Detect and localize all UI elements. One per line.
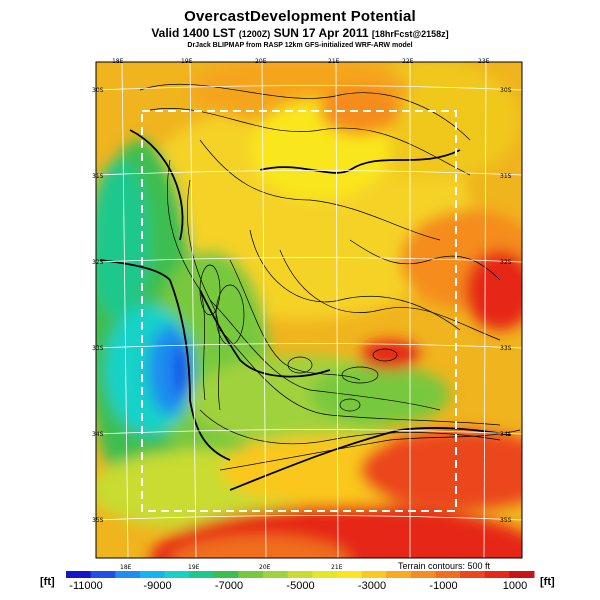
forecast-tag: [18hrFcst@2158z] xyxy=(371,29,449,39)
colorbar-tick-label: -7000 xyxy=(214,580,244,592)
lat-left-label: 32S xyxy=(92,259,104,266)
inner-domain-box xyxy=(141,110,457,512)
colorbar-unit-left: [ft] xyxy=(40,576,55,588)
coastline-and-ridges xyxy=(99,129,511,491)
zulu-time: (1200Z) xyxy=(238,29,271,39)
valid-date: SUN 17 Apr 2011 xyxy=(273,26,369,40)
colorbar xyxy=(66,571,535,578)
lat-left-label: 34S xyxy=(92,431,104,438)
lat-right-label: 31S xyxy=(500,173,512,180)
lat-left-label: 33S xyxy=(92,345,104,352)
lat-left-label: 30S xyxy=(92,87,104,94)
lon-top-label: 21E xyxy=(328,58,340,65)
colorbar-swatch xyxy=(90,571,116,578)
colorbar-swatch xyxy=(263,571,289,578)
colorbar-tick-label: -3000 xyxy=(357,580,387,592)
lat-right-label: 34S xyxy=(500,431,512,438)
lat-right-labels: 30S 31S 32S 33S 34S 35S xyxy=(500,87,512,524)
colorbar-swatch xyxy=(484,571,510,578)
colorbar-swatch xyxy=(460,571,486,578)
colorbar-swatch xyxy=(238,571,264,578)
colorbar-tick-label: -11000 xyxy=(69,580,103,592)
colorbar-swatch xyxy=(189,571,215,578)
lat-right-label: 35S xyxy=(500,517,512,524)
colorbar-swatch xyxy=(287,571,313,578)
colorbar-swatch xyxy=(66,571,92,578)
map-frame xyxy=(95,61,523,559)
colorbar-unit-right: [ft] xyxy=(540,576,555,588)
lat-left-label: 31S xyxy=(92,173,104,180)
lat-left-labels: 30S 31S 32S 33S 34S 35S xyxy=(92,87,104,524)
valid-time: Valid 1400 LST xyxy=(151,26,236,40)
lon-top-label: 22E xyxy=(402,58,414,65)
lat-right-label: 32S xyxy=(500,259,512,266)
page-title: OvercastDevelopment Potential xyxy=(184,8,416,25)
colorbar-swatch xyxy=(115,571,141,578)
lon-top-label: 23E xyxy=(478,58,490,65)
lon-bottom-label: 20E xyxy=(259,564,271,571)
colorbar-swatch xyxy=(386,571,412,578)
lat-right-label: 30S xyxy=(500,87,512,94)
colorbar-swatch xyxy=(435,571,461,578)
map-field xyxy=(96,62,522,558)
lon-bottom-label: 18E xyxy=(120,564,132,571)
colorbar-swatch xyxy=(164,571,190,578)
lon-bottom-labels: 18E 19E 20E 21E xyxy=(120,564,343,571)
colorbar-tick-label: -5000 xyxy=(286,580,315,592)
colorbar-tick-label: 1000 xyxy=(502,580,528,592)
colorbar-swatch xyxy=(213,571,239,578)
terrain-contours xyxy=(139,83,521,471)
colorbar-swatch xyxy=(312,571,338,578)
lon-top-label: 20E xyxy=(255,58,267,65)
colorbar-tick-label: -9000 xyxy=(143,580,172,592)
colorbar-swatch xyxy=(336,571,363,578)
terrain-contour-note: Terrain contours: 500 ft xyxy=(398,561,491,571)
colorbar-tick-label: -1000 xyxy=(429,580,458,592)
lon-top-label: 19E xyxy=(181,58,193,65)
colorbar-swatch xyxy=(410,571,436,578)
lat-left-label: 35S xyxy=(92,517,104,524)
valid-time-subtitle: Valid 1400 LST (1200Z) SUN 17 Apr 2011 [… xyxy=(0,26,600,40)
colorbar-swatch xyxy=(139,571,166,578)
lat-right-label: 33S xyxy=(500,345,512,352)
colorbar-swatch xyxy=(361,571,387,578)
lon-bottom-label: 19E xyxy=(188,564,200,571)
graticule xyxy=(96,62,522,558)
lon-top-labels: 18E 19E 20E 21E 22E 23E xyxy=(112,58,490,65)
lon-top-label: 18E xyxy=(112,58,124,65)
lon-bottom-label: 21E xyxy=(331,564,343,571)
colorbar-swatch xyxy=(509,571,535,578)
model-credit: DrJack BLIPMAP from RASP 12km GFS-initia… xyxy=(187,42,413,49)
